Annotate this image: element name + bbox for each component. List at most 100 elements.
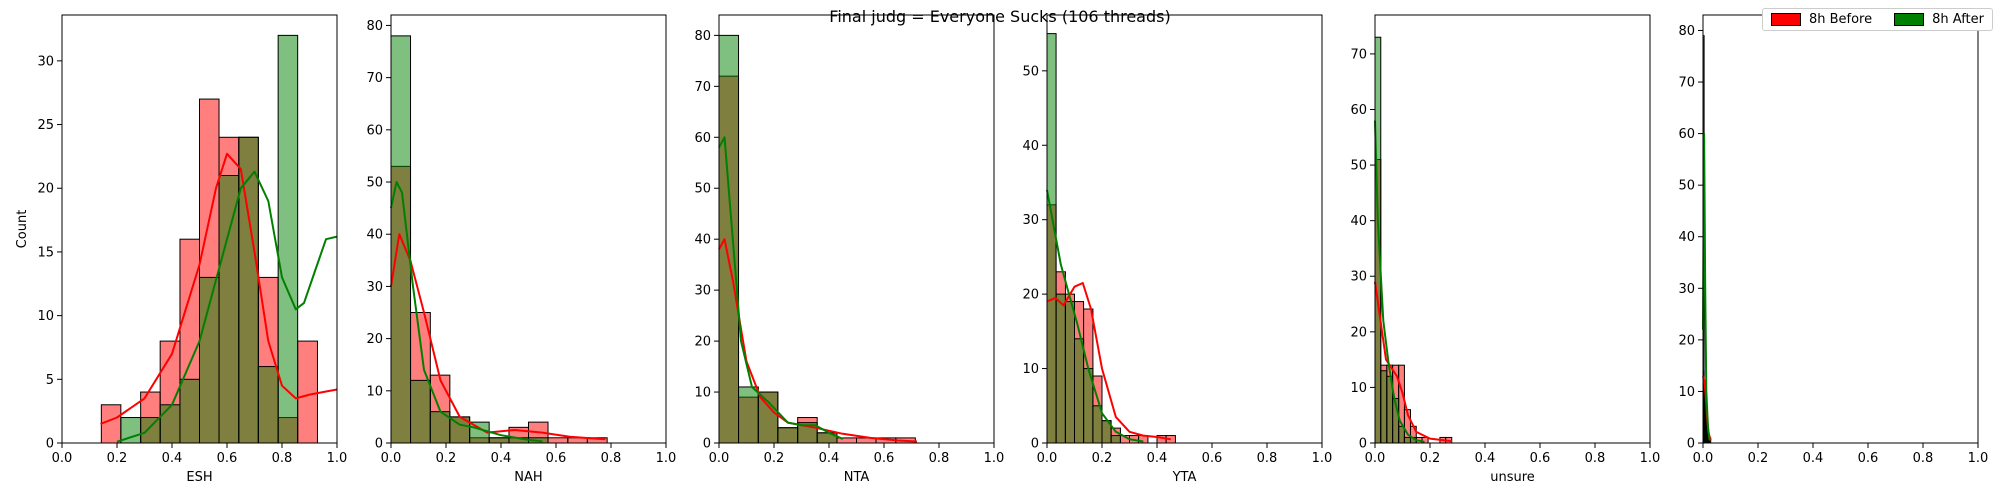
- bar-before-8: [547, 437, 569, 444]
- x-tick-label: 1.0: [656, 451, 677, 466]
- x-axis-label: NTA: [844, 470, 870, 485]
- y-tick-label: 30: [37, 54, 54, 69]
- x-tick-label: 0.8: [929, 451, 950, 466]
- y-tick-label: 20: [694, 335, 711, 350]
- y-tick-label: 50: [1350, 159, 1367, 174]
- y-tick-label: 50: [1022, 64, 1039, 79]
- y-tick-label: 70: [694, 80, 711, 95]
- y-tick-label: 0: [703, 437, 711, 452]
- y-tick-label: 30: [1678, 282, 1695, 297]
- y-tick-label: 0: [1687, 437, 1695, 452]
- x-axis-label: unsure: [1490, 470, 1535, 485]
- bar-after-5: [1403, 436, 1411, 444]
- axes-frame: [1702, 14, 1979, 444]
- subplot-3: 0.0 0.2 0.4 0.6 0.8 1.0 0 10 20 30 40 50 60 70 80 NTA: [694, 14, 1005, 485]
- y-tick-label: 60: [366, 123, 383, 138]
- y-tick-label: 50: [366, 176, 383, 191]
- x-tick-label: 0.4: [491, 451, 512, 466]
- x-tick-label: 0.2: [107, 451, 128, 466]
- bar-after-6: [218, 175, 240, 444]
- y-tick-label: 10: [1022, 362, 1039, 377]
- x-tick-label: 0.6: [546, 451, 567, 466]
- legend-swatch-after: [1894, 13, 1925, 26]
- y-tick-label: 0: [1359, 437, 1367, 452]
- x-tick-label: 0.2: [1420, 451, 1441, 466]
- y-tick-label: 0: [1031, 437, 1039, 452]
- y-tick-label: 70: [1678, 76, 1695, 91]
- bar-after-1: [1055, 293, 1066, 444]
- legend-item-after: 8h After: [1894, 12, 1984, 27]
- y-tick-label: 60: [1350, 103, 1367, 118]
- y-tick-label: 40: [1350, 214, 1367, 229]
- subplot-2: 0.0 0.2 0.4 0.6 0.8 1.0 0 10 20 30 40 50 60 70 80 NAH: [366, 14, 677, 485]
- y-tick-label: 10: [366, 384, 383, 399]
- legend-item-before: 8h Before: [1770, 12, 1873, 27]
- axes-frame: [1374, 14, 1651, 444]
- x-tick-label: 0.6: [874, 451, 895, 466]
- legend-label-before: 8h Before: [1808, 12, 1873, 27]
- y-tick-label: 70: [1350, 47, 1367, 62]
- y-tick-label: 20: [1678, 333, 1695, 348]
- bar-after-3: [1074, 338, 1085, 444]
- x-tick-label: 0.4: [1803, 451, 1824, 466]
- subplot-1: 0.0 0.2 0.4 0.6 0.8 1.0 0 5 10 15 20 25 30 ESH Count: [15, 14, 348, 485]
- bar-after-3: [777, 427, 799, 444]
- y-tick-label: 60: [694, 131, 711, 146]
- x-tick-label: 0.8: [272, 451, 293, 466]
- subplot-6: 0.0 0.2 0.4 0.6 0.8 1.0 0 10 20 30 40 50 60 70 80: [1678, 14, 1989, 466]
- bar-before-0: [100, 404, 122, 444]
- y-tick-label: 40: [366, 228, 383, 243]
- x-tick-label: 0.0: [709, 451, 730, 466]
- kde-line-after: [718, 136, 844, 440]
- y-tick-label: 50: [694, 182, 711, 197]
- figure-title: Final judg = Everyone Sucks (106 threads…: [829, 7, 1171, 26]
- kde-line-after: [1046, 189, 1144, 443]
- x-tick-label: 0.8: [601, 451, 622, 466]
- x-tick-label: 1.0: [1312, 451, 1333, 466]
- bar-after-4: [179, 378, 201, 444]
- x-tick-label: 0.2: [1092, 451, 1113, 466]
- y-tick-label: 40: [1678, 230, 1695, 245]
- x-tick-label: 0.0: [1037, 451, 1058, 466]
- x-axis-label: YTA: [1172, 470, 1197, 485]
- kde-line-after: [1374, 120, 1425, 443]
- y-tick-label: 20: [1350, 325, 1367, 340]
- y-tick-label: 30: [1350, 270, 1367, 285]
- y-tick-label: 50: [1678, 179, 1695, 194]
- bar-after-1: [738, 386, 759, 444]
- y-tick-label: 30: [366, 280, 383, 295]
- bar-after-3: [159, 404, 181, 444]
- y-tick-label: 30: [694, 284, 711, 299]
- x-tick-label: 0.6: [217, 451, 238, 466]
- y-tick-label: 80: [366, 19, 383, 34]
- bar-after-0: [718, 34, 740, 444]
- x-tick-label: 0.6: [1530, 451, 1551, 466]
- x-tick-label: 0.8: [1257, 451, 1278, 466]
- x-tick-label: 0.0: [381, 451, 402, 466]
- x-tick-label: 0.2: [764, 451, 785, 466]
- y-tick-label: 0: [46, 437, 54, 452]
- x-tick-label: 1.0: [1968, 451, 1989, 466]
- legend-swatch-before: [1770, 13, 1801, 26]
- x-tick-label: 1.0: [984, 451, 1005, 466]
- x-tick-label: 0.0: [1365, 451, 1386, 466]
- x-tick-label: 0.4: [1475, 451, 1496, 466]
- x-tick-label: 1.0: [1640, 451, 1661, 466]
- bar-after-2: [1064, 301, 1076, 444]
- y-tick-label: 10: [694, 386, 711, 401]
- bar-after-8: [257, 366, 279, 444]
- subplot-4: 0.0 0.2 0.4 0.6 0.8 1.0 0 10 20 30 40 50 YTA: [1022, 14, 1333, 485]
- x-tick-label: 1.0: [327, 451, 348, 466]
- kde-line-before: [1046, 282, 1171, 441]
- legend: 8h Before 8h After: [1761, 8, 1993, 31]
- y-tick-label: 15: [37, 245, 54, 260]
- y-tick-label: 80: [1678, 24, 1695, 39]
- y-tick-label: 20: [1022, 288, 1039, 303]
- y-tick-label: 30: [1022, 213, 1039, 228]
- x-tick-label: 0.6: [1202, 451, 1223, 466]
- subplot-5: 0.0 0.2 0.4 0.6 0.8 1.0 0 10 20 30 40 50 60 70 unsure: [1350, 14, 1661, 485]
- y-tick-label: 20: [366, 332, 383, 347]
- x-tick-label: 0.4: [162, 451, 183, 466]
- x-tick-label: 0.0: [1693, 451, 1714, 466]
